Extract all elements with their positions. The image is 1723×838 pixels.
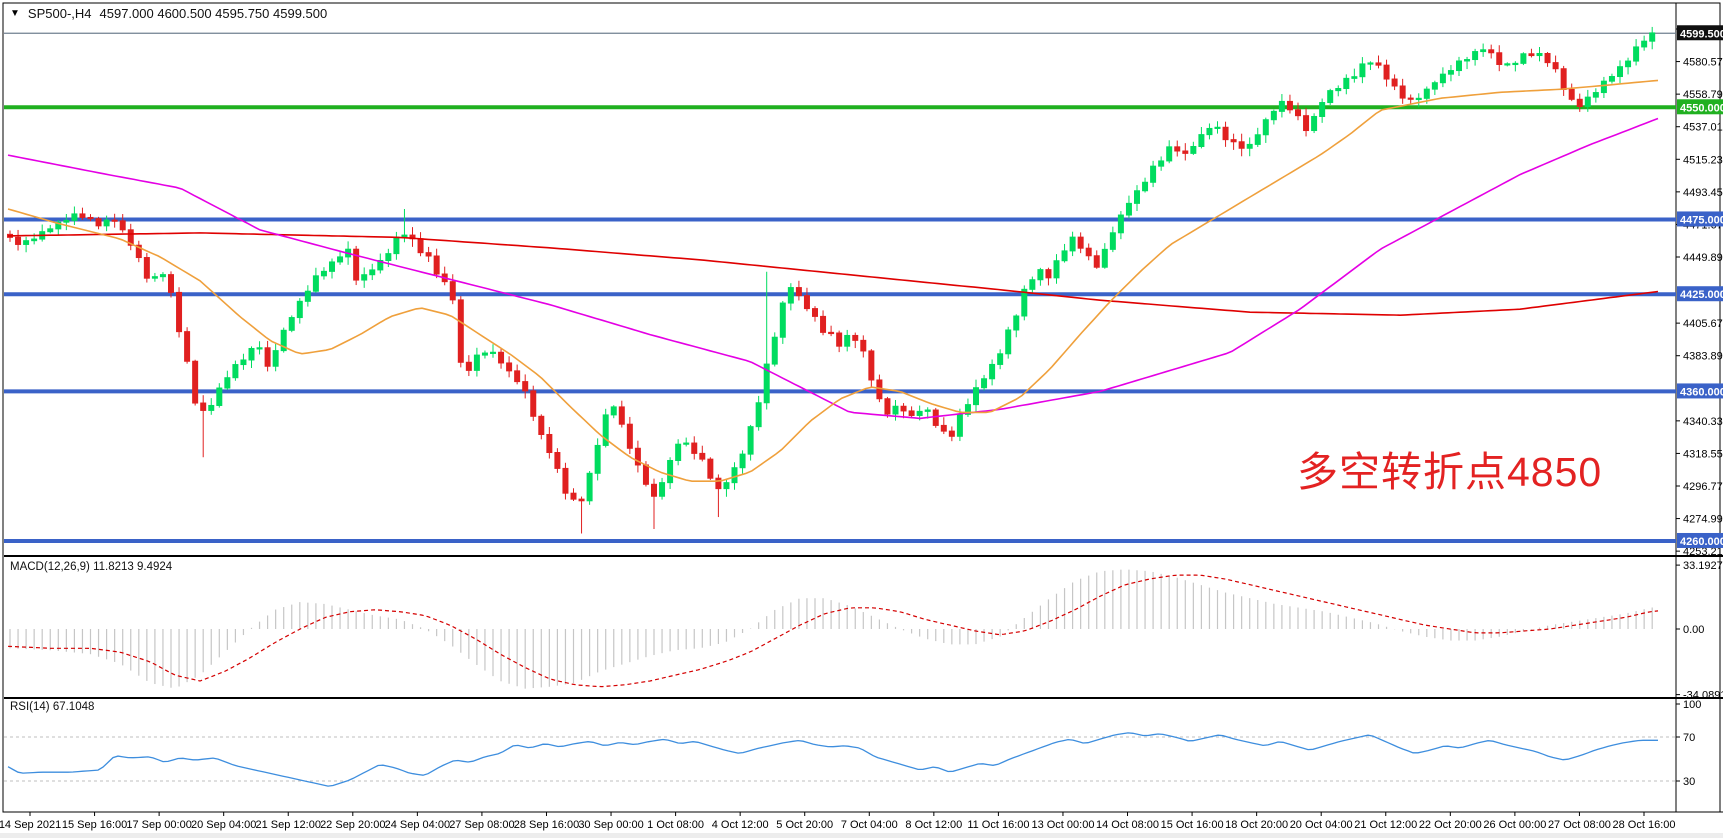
moving-average-medium	[7, 117, 1659, 420]
svg-text:4340.330: 4340.330	[1683, 416, 1723, 428]
svg-text:4475.000: 4475.000	[1680, 214, 1723, 226]
svg-text:13 Oct 00:00: 13 Oct 00:00	[1031, 819, 1094, 831]
svg-text:7 Oct 04:00: 7 Oct 04:00	[841, 819, 898, 831]
price-badges: 4550.000 4475.000 4425.000 4360.000 4260.000…	[1677, 25, 1723, 548]
svg-text:4449.890: 4449.890	[1683, 252, 1723, 264]
svg-text:4493.450: 4493.450	[1683, 187, 1723, 199]
svg-text:22 Sep 20:00: 22 Sep 20:00	[320, 819, 385, 831]
svg-text:28 Sep 16:00: 28 Sep 16:00	[514, 819, 579, 831]
svg-text:30: 30	[1683, 776, 1695, 788]
svg-text:26 Oct 00:00: 26 Oct 00:00	[1483, 819, 1546, 831]
svg-text:17 Sep 00:00: 17 Sep 00:00	[126, 819, 191, 831]
svg-text:15 Sep 16:00: 15 Sep 16:00	[62, 819, 127, 831]
svg-text:-34.0891: -34.0891	[1683, 690, 1723, 702]
time-axis: 14 Sep 2021 15 Sep 16:00 17 Sep 00:00 20 Se…	[0, 812, 1676, 831]
svg-text:1 Oct 08:00: 1 Oct 08:00	[647, 819, 704, 831]
svg-text:27 Sep 08:00: 27 Sep 08:00	[449, 819, 514, 831]
svg-text:4253.210: 4253.210	[1683, 546, 1723, 558]
svg-text:4599.500: 4599.500	[1680, 28, 1723, 40]
svg-text:8 Oct 12:00: 8 Oct 12:00	[905, 819, 962, 831]
svg-text:4405.670: 4405.670	[1683, 318, 1723, 330]
svg-text:30 Sep 00:00: 30 Sep 00:00	[578, 819, 643, 831]
svg-text:4558.790: 4558.790	[1683, 89, 1723, 101]
svg-text:28 Oct 16:00: 28 Oct 16:00	[1613, 819, 1676, 831]
chart-annotation-text: 多空转折点4850	[1297, 449, 1603, 495]
macd-indicator-label: MACD(12,26,9) 11.8213 9.4924	[10, 561, 173, 573]
svg-text:4515.230: 4515.230	[1683, 154, 1723, 166]
svg-text:20 Oct 04:00: 20 Oct 04:00	[1290, 819, 1353, 831]
svg-text:4537.010: 4537.010	[1683, 122, 1723, 134]
svg-text:4360.000: 4360.000	[1680, 386, 1723, 398]
svg-text:4383.890: 4383.890	[1683, 351, 1723, 363]
svg-text:11 Oct 16:00: 11 Oct 16:00	[967, 819, 1029, 831]
symbol-dropdown-icon[interactable]: ▼	[10, 8, 20, 19]
panel-frames	[2, 2, 1723, 813]
svg-text:0.00: 0.00	[1683, 624, 1704, 636]
symbol-period-label: SP500-,H4	[27, 6, 92, 21]
svg-text:27 Oct 08:00: 27 Oct 08:00	[1548, 819, 1611, 831]
support-resistance-lines	[4, 105, 1676, 543]
macd-pane: 33.1927 0.00 -34.0891	[7, 560, 1723, 702]
svg-text:21 Sep 12:00: 21 Sep 12:00	[256, 819, 321, 831]
chart-title-bar: ▼ SP500-,H4 4597.000 4600.500 4595.750 4…	[10, 6, 327, 21]
moving-average-fast	[7, 79, 1659, 483]
svg-text:24 Sep 04:00: 24 Sep 04:00	[385, 819, 450, 831]
svg-text:4296.770: 4296.770	[1683, 481, 1723, 493]
svg-text:4580.570: 4580.570	[1683, 57, 1723, 69]
bottom-scroll-strip[interactable]	[0, 833, 1723, 838]
svg-text:15 Oct 16:00: 15 Oct 16:00	[1161, 819, 1224, 831]
ohlc-values: 4597.000 4600.500 4595.750 4599.500	[99, 6, 328, 21]
svg-text:18 Oct 20:00: 18 Oct 20:00	[1225, 819, 1288, 831]
svg-text:4425.000: 4425.000	[1680, 289, 1723, 301]
svg-text:4318.550: 4318.550	[1683, 448, 1723, 460]
svg-text:33.1927: 33.1927	[1683, 560, 1723, 572]
moving-average-slow	[7, 232, 1659, 317]
svg-text:5 Oct 20:00: 5 Oct 20:00	[776, 819, 833, 831]
svg-text:20 Sep 04:00: 20 Sep 04:00	[191, 819, 256, 831]
svg-text:22 Oct 20:00: 22 Oct 20:00	[1419, 819, 1482, 831]
svg-text:4550.000: 4550.000	[1680, 102, 1723, 114]
svg-text:14 Oct 08:00: 14 Oct 08:00	[1096, 819, 1159, 831]
svg-text:100: 100	[1683, 699, 1701, 711]
svg-text:4260.000: 4260.000	[1680, 536, 1723, 548]
svg-text:21 Oct 12:00: 21 Oct 12:00	[1354, 819, 1417, 831]
svg-text:14 Sep 2021: 14 Sep 2021	[0, 819, 61, 831]
svg-text:4 Oct 12:00: 4 Oct 12:00	[712, 819, 769, 831]
svg-text:4274.990: 4274.990	[1683, 514, 1723, 526]
svg-text:70: 70	[1683, 732, 1695, 744]
rsi-indicator-label: RSI(14) 67.1048	[10, 701, 95, 713]
rsi-pane: 100 70 30	[4, 699, 1701, 788]
